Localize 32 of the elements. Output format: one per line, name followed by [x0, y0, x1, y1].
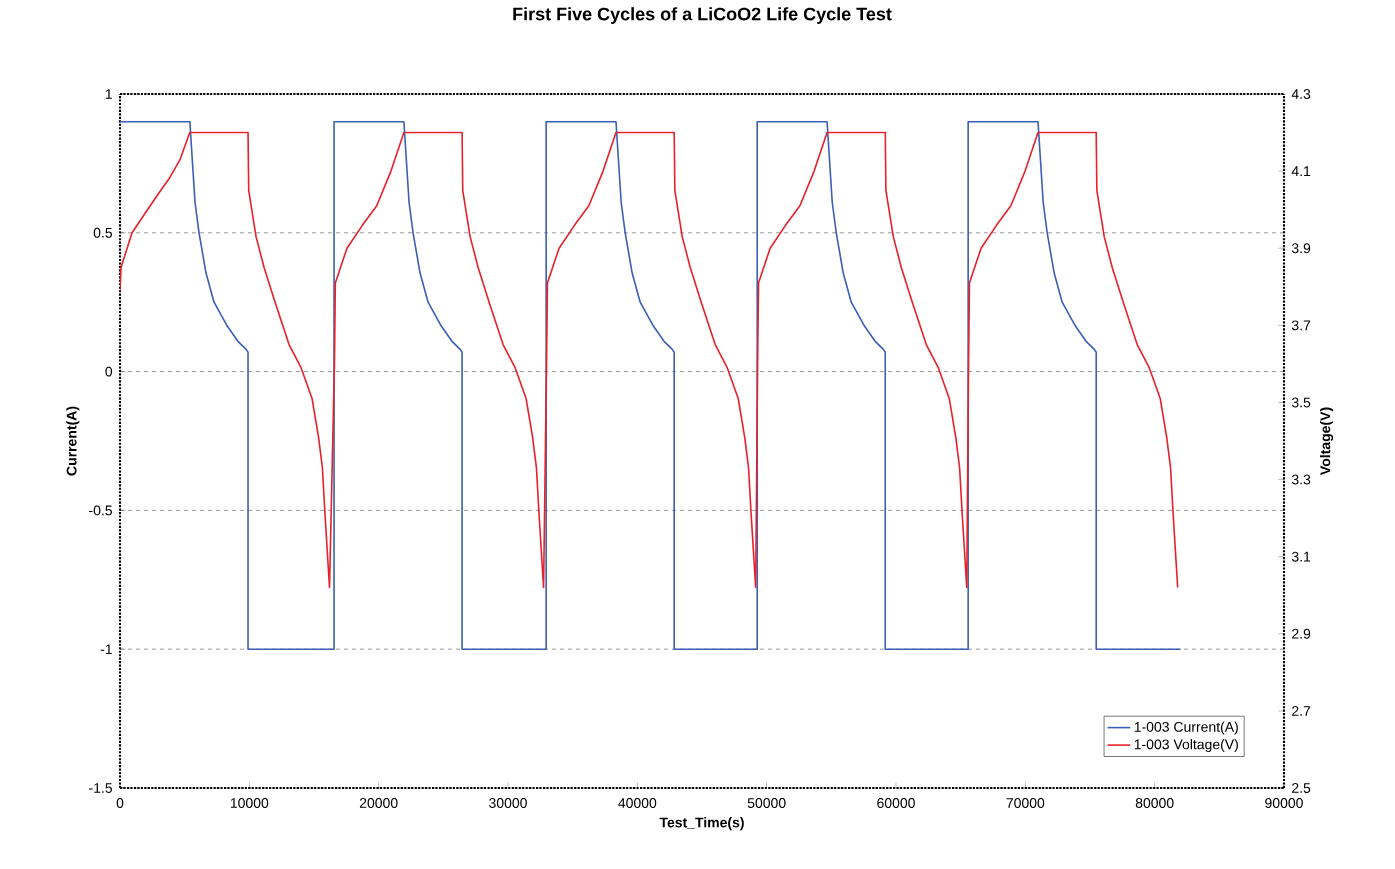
y2-tick-label: 4.1 [1291, 166, 1311, 176]
chart-title: First Five Cycles of a LiCoO2 Life Cycle Test [513, 7, 892, 24]
y-tick-label: 0.5 [93, 227, 113, 238]
x-tick-label: 80000 [1135, 798, 1174, 808]
y2-tick-label: 3.3 [1291, 474, 1311, 485]
y2-tick-label: 2.5 [1292, 783, 1311, 793]
x-axis-title: Test_Time(s) [659, 817, 744, 831]
x-tick-label: 10000 [230, 798, 269, 808]
x-tick-label: 60000 [877, 798, 915, 808]
y2-tick-label: 4.3 [1291, 89, 1311, 99]
y2-tick-label: 2.7 [1292, 706, 1311, 716]
y-tick-label: -1.5 [89, 783, 113, 793]
y2-tick-label: 2.9 [1292, 628, 1311, 639]
x-tick-label: 30000 [489, 798, 527, 808]
y2-axis-title: Voltage(V) [1319, 407, 1334, 475]
x-tick-label: 40000 [618, 798, 657, 808]
y-tick-label: 1 [105, 89, 112, 99]
x-tick-label: 0 [116, 798, 124, 808]
y2-tick-label: 3.1 [1291, 551, 1311, 562]
y2-tick-label: 3.5 [1291, 397, 1311, 408]
legend-label: 1-003 Voltage(V) [1134, 739, 1238, 753]
y-tick-label: 0 [105, 366, 113, 377]
y2-tick-label: 3.7 [1291, 320, 1311, 331]
legend-label: 1-003 Current(A) [1134, 721, 1238, 735]
x-tick-label: 20000 [359, 798, 398, 808]
x-tick-label: 90000 [1265, 798, 1303, 808]
x-tick-label: 70000 [1006, 798, 1045, 808]
y-axis-title: Current(A) [66, 406, 80, 476]
y-tick-label: -1 [100, 644, 112, 655]
y-tick-label: -0.5 [89, 505, 113, 516]
y2-tick-label: 3.9 [1291, 243, 1311, 254]
x-tick-label: 50000 [747, 798, 786, 808]
